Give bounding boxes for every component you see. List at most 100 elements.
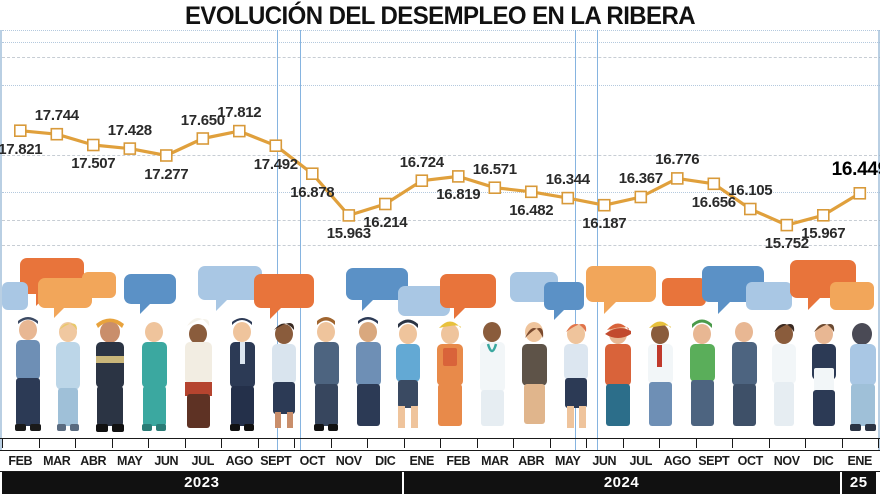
data-label: 16.344 xyxy=(545,171,590,189)
data-label: 17.492 xyxy=(253,155,298,173)
month-label: ABR xyxy=(518,454,545,468)
data-label: 16.105 xyxy=(728,182,773,199)
axis-tick xyxy=(805,439,806,448)
axis-tick xyxy=(586,439,587,448)
axis-tick xyxy=(878,439,879,448)
year-band: 2023 xyxy=(2,472,402,494)
vertical-guide xyxy=(277,30,278,450)
gridline xyxy=(2,57,880,58)
data-label: 15.752 xyxy=(764,235,809,253)
data-label: 16.571 xyxy=(472,160,517,178)
data-point-marker xyxy=(670,172,684,185)
vertical-guide xyxy=(575,30,576,450)
axis-tick xyxy=(2,439,3,448)
gridline xyxy=(2,245,880,246)
gridline xyxy=(2,42,880,43)
data-label: 16.724 xyxy=(399,153,444,171)
data-point-marker xyxy=(378,197,392,211)
data-label: 17.744 xyxy=(34,107,79,125)
axis-tick xyxy=(768,439,770,448)
speech-bubbles xyxy=(2,258,874,320)
month-label: FEB xyxy=(446,454,471,468)
month-label: AGO xyxy=(663,454,692,468)
month-label: JUN xyxy=(154,454,179,468)
data-point-marker xyxy=(415,174,429,187)
month-label: SEPT xyxy=(260,454,292,468)
data-point-marker xyxy=(451,170,465,183)
axis-tick xyxy=(622,439,624,448)
workers-illustration xyxy=(2,252,878,438)
axis-tick xyxy=(549,439,551,448)
data-label: 16.449 xyxy=(831,159,880,181)
data-point-marker xyxy=(743,202,757,216)
month-label: ABR xyxy=(80,454,107,468)
data-label: 16.214 xyxy=(363,214,408,231)
axis-tick xyxy=(403,439,405,448)
data-label: 16.482 xyxy=(509,201,554,219)
worker-figures xyxy=(15,317,876,432)
month-label: DIC xyxy=(375,454,396,468)
data-label: 17.277 xyxy=(144,165,189,183)
data-point-marker xyxy=(50,127,64,141)
month-label: AGO xyxy=(225,454,254,468)
data-point-marker xyxy=(123,142,137,155)
gridline xyxy=(2,220,880,221)
axis-ticks xyxy=(0,438,880,452)
axis-tick xyxy=(732,439,733,448)
axis-tick xyxy=(257,439,259,448)
data-point-marker xyxy=(488,181,502,194)
data-point-marker xyxy=(816,209,830,222)
data-label: 16.878 xyxy=(290,183,335,201)
month-label: NOV xyxy=(335,454,362,468)
axis-tick xyxy=(75,439,76,448)
data-label: 16.656 xyxy=(691,193,736,211)
month-label: ENE xyxy=(409,454,434,468)
data-point-marker xyxy=(853,187,867,200)
data-label: 15.967 xyxy=(801,225,846,243)
month-label: JUL xyxy=(629,454,653,468)
gridline xyxy=(2,30,880,31)
year-band: 25 xyxy=(841,472,876,494)
data-point-marker xyxy=(780,218,794,232)
data-label: 17.812 xyxy=(217,104,262,122)
gridline xyxy=(2,192,880,193)
vertical-guide xyxy=(597,30,598,450)
data-point-marker xyxy=(196,132,210,145)
month-label: JUL xyxy=(191,454,215,468)
month-label: NOV xyxy=(773,454,800,468)
data-label: 16.187 xyxy=(582,215,627,233)
month-label: SEPT xyxy=(698,454,730,468)
vertical-guide xyxy=(300,30,301,450)
axis-tick xyxy=(440,439,441,448)
axis-tick xyxy=(148,439,149,448)
data-point-marker xyxy=(269,139,283,152)
month-axis: FEB MAR ABR MAY JUN JUL AGO SEPT OCT NOV DIC ENE FEB… xyxy=(0,450,880,472)
axis-tick xyxy=(184,439,186,448)
month-label: MAR xyxy=(43,454,71,468)
data-point-marker xyxy=(160,149,173,162)
axis-tick xyxy=(221,439,222,448)
month-label: FEB xyxy=(8,454,33,468)
axis-tick xyxy=(367,439,368,448)
month-label: OCT xyxy=(299,454,326,468)
axis-tick xyxy=(330,439,332,448)
month-label: MAY xyxy=(117,454,143,468)
axis-tick xyxy=(513,439,514,448)
data-point-marker xyxy=(524,185,538,199)
data-point-marker xyxy=(233,124,246,138)
page-title: EVOLUCIÓN DEL DESEMPLEO EN LA RIBERA xyxy=(185,2,696,30)
axis-tick xyxy=(38,439,40,448)
axis-tick xyxy=(695,439,697,448)
data-point-marker xyxy=(342,209,356,222)
data-point-marker xyxy=(707,177,721,191)
data-label: 17.821 xyxy=(0,140,43,158)
axis-tick xyxy=(841,439,843,448)
axis-tick xyxy=(476,439,478,448)
data-label: 16.776 xyxy=(655,151,700,169)
data-label: 16.367 xyxy=(618,170,663,187)
month-label: JUN xyxy=(592,454,617,468)
data-point-marker xyxy=(561,191,575,205)
month-label: DIC xyxy=(813,454,834,468)
